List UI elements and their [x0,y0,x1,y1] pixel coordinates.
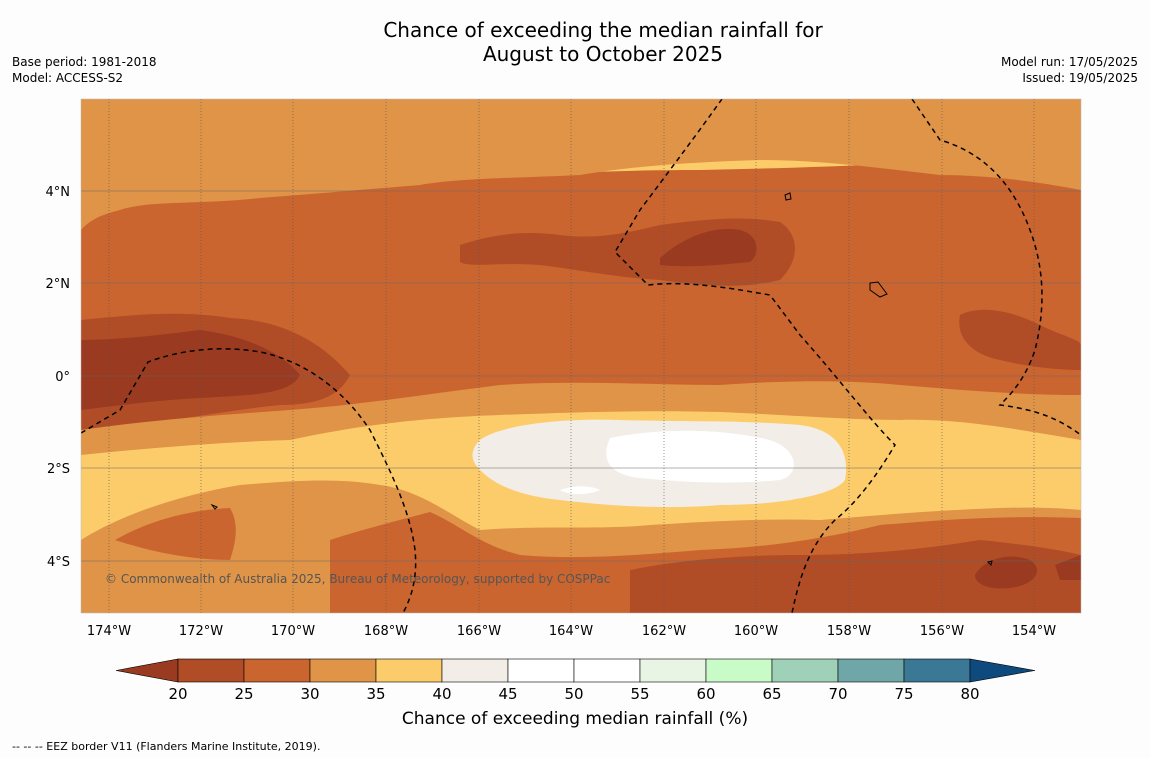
lat-label: 4°N [46,185,71,200]
island-outline-2 [869,281,888,298]
lon-label: 154°W [1012,624,1056,639]
rainfall-map-plot [81,99,1081,613]
lon-label: 156°W [920,624,964,639]
colorbar-tick-label: 50 [564,685,583,703]
lon-label: 172°W [179,624,223,639]
colorbar-label: Chance of exceeding median rainfall (%) [401,709,749,729]
lon-label: 168°W [364,624,408,639]
lat-label: 2°S [47,462,70,477]
island-outline-3 [210,503,218,510]
map-gridlines [81,99,1081,613]
colorbar-tick-label: 55 [630,685,649,703]
colorbar-tick-label: 75 [894,685,913,703]
lon-label: 170°W [271,624,315,639]
model-run-text: Model run: 17/05/2025 [1000,55,1138,69]
lon-label: 158°W [827,624,871,639]
colorbar-tick-label: 35 [366,685,385,703]
island-outline-4 [987,560,993,566]
band-below-20-south [975,555,1081,589]
colorbar-extend-low [115,658,179,683]
colorbar-tick-label: 80 [960,685,979,703]
colorbar-bin [375,658,443,683]
eez-border-east [911,99,1081,436]
colorbar-tick-label: 70 [828,685,847,703]
base-period-text: Base period: 1981-2018 [12,55,157,69]
colorbar-tick-label: 40 [432,685,451,703]
colorbar-bin [903,658,971,683]
colorbar-bin [507,658,575,683]
islands [210,192,993,566]
colorbar-bin [837,658,905,683]
eez-footnote: -- -- -- EEZ border V11 (Flanders Marine… [12,740,321,753]
colorbar-bin [705,658,773,683]
lat-label: 4°S [47,555,70,570]
lon-label: 164°W [549,624,593,639]
colorbar-bin [639,658,707,683]
colorbar-bin [309,658,377,683]
island-outline-1 [784,192,792,201]
lat-label: 2°N [46,277,71,292]
band-above-45-south [560,430,794,495]
lon-label: 174°W [87,624,131,639]
colorbar-bin [573,658,641,683]
colorbar-bin [771,658,839,683]
colorbar-tick-label: 25 [234,685,253,703]
colorbar-extend-high [969,658,1036,683]
map-title: Chance of exceeding the median rainfall … [0,18,1150,66]
lon-label: 162°W [642,624,686,639]
band-30-35-north [81,99,1081,230]
map-frame [80,98,1082,614]
title-line-2: August to October 2025 [482,42,724,66]
colorbar-tick-label: 65 [762,685,781,703]
copyright-text: © Commonwealth of Australia 2025, Bureau… [105,572,611,586]
colorbar-bin [243,658,311,683]
latitude-labels: 4°N 2°N 0° 2°S 4°S [46,185,71,570]
lat-label: 0° [55,370,70,385]
meta-right: Model run: 17/05/2025 Issued: 19/05/2025 [1001,54,1138,86]
colorbar-tick-label: 20 [168,685,187,703]
eez-border-central [614,99,896,613]
meta-left: Base period: 1981-2018 Model: ACCESS-S2 [12,54,157,86]
model-text: Model: ACCESS-S2 [12,71,124,85]
colorbar-tick-label: 60 [696,685,715,703]
band-25-30-east-pocket [959,309,1081,370]
colorbar-bin [441,658,509,683]
colorbar-tick-label: 30 [300,685,319,703]
lon-label: 166°W [457,624,501,639]
band-20-25-south [630,540,1081,613]
colorbar-tick-label: 45 [498,685,517,703]
colorbar-bin [177,658,245,683]
lon-label: 160°W [734,624,778,639]
title-line-1: Chance of exceeding the median rainfall … [383,18,823,42]
band-20-25-north-pocket [660,229,757,267]
issued-text: Issued: 19/05/2025 [1022,71,1138,85]
longitude-labels: 174°W 172°W 170°W 168°W 166°W 164°W 162°W 160°W… [87,624,1056,639]
eez-borders [81,99,1081,613]
colorbar: 20 25 30 35 40 45 50 55 60 65 70 75 80 [115,658,1036,703]
